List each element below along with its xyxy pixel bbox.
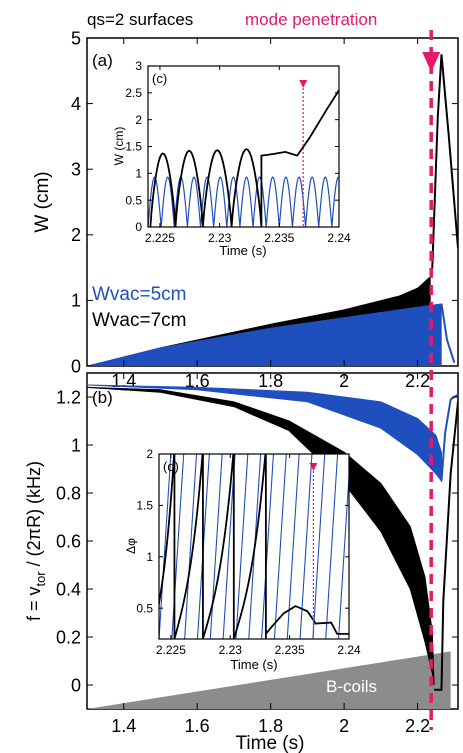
series-wvac5-band: [87, 384, 442, 483]
y-tick-label: 0.4: [56, 579, 81, 599]
y-tick-label: 0.2: [56, 627, 81, 647]
qs-surfaces-label: qs=2 surfaces: [87, 10, 193, 29]
x-tick-label: 2.235: [264, 231, 294, 245]
legend-wvac7: Wvac=7cm: [92, 310, 187, 331]
b-coils-ramp: [87, 651, 451, 709]
panel-c-ticks: 2.225 2.23 2.235 2.24 0 0.5 1 1.5 2 2.5 3: [125, 59, 351, 245]
series-wvac5-tail: [440, 393, 458, 482]
panel-a-label: (a): [92, 51, 113, 70]
b-coils-label: B-coils: [326, 677, 377, 696]
y-tick-label: 2: [71, 225, 81, 245]
y-tick-label: 1.5: [125, 140, 142, 154]
inset-c-wvac5-line: [148, 176, 339, 227]
panel-d-ylabel: Δφ: [124, 538, 138, 554]
x-tick-label: 1.6: [185, 716, 210, 736]
inset-c-marker-arrow: [299, 80, 308, 88]
panel-c-label: (c): [152, 71, 167, 86]
panel-d-inset: 2.225 2.23 2.235 2.24 0.5 1 1.5 2 (d) Δφ Time (…: [124, 447, 361, 672]
panel-c-xlabel: Time (s): [219, 243, 266, 258]
panel-d-ticks: 2.225 2.23 2.235 2.24 0.5 1 1.5 2: [136, 447, 361, 657]
x-tick-label: 2: [339, 371, 349, 391]
y-tick-label: 5: [71, 28, 81, 48]
ylabel-part: f = v: [24, 587, 44, 622]
inset-d-wvac7-line: [159, 454, 349, 639]
inset-c-wvac7-line: [149, 89, 339, 227]
panel-b-xlabel: Time (s): [236, 733, 305, 753]
y-tick-label: 1: [146, 550, 153, 564]
x-tick-label: 2.225: [156, 643, 186, 657]
x-tick-label: 2.2: [405, 371, 430, 391]
x-tick-label: 2.235: [275, 643, 305, 657]
x-tick-label: 2.24: [327, 231, 351, 245]
panel-a-ylabel: W (cm): [32, 171, 53, 232]
x-tick-label: 2.225: [145, 231, 175, 245]
y-tick-label: 1: [71, 435, 81, 455]
y-tick-label: 2.5: [125, 86, 142, 100]
panel-d-label: (d): [163, 459, 179, 474]
panel-b-label: (b): [92, 388, 113, 407]
ylabel-part: / (2πR) (kHz): [24, 461, 44, 571]
y-tick-label: 1.2: [56, 387, 81, 407]
y-tick-label: 3: [135, 59, 142, 73]
x-tick-label: 2.23: [219, 643, 243, 657]
ylabel-sub: tor: [33, 571, 48, 587]
x-tick-label: 1.8: [258, 716, 283, 736]
series-wvac7-tail: [434, 401, 458, 691]
y-tick-label: 4: [71, 94, 81, 114]
y-tick-label: 0: [71, 356, 81, 376]
legend-wvac5: Wvac=5cm: [92, 284, 187, 305]
y-tick-label: 2: [146, 447, 153, 461]
panel-c-ylabel: W (cm): [112, 127, 126, 166]
y-tick-label: 3: [71, 160, 81, 180]
panel-b-ticks: 1.4 1.6 1.8 2 2.2 0 0.2 0.4 0.6 0.8 1 1.2: [56, 373, 458, 736]
y-tick-label: 1.5: [136, 499, 153, 513]
panel-d-xlabel: Time (s): [230, 657, 277, 672]
panel-d-frame: [158, 453, 350, 640]
y-tick-label: 0.8: [56, 483, 81, 503]
series-wvac7-line: [429, 54, 458, 277]
x-tick-label: 1.4: [111, 716, 136, 736]
marker-arrowhead: [422, 52, 441, 72]
panel-b-ylabel: f = vtor / (2πR) (kHz): [24, 461, 48, 621]
y-tick-label: 0.5: [136, 601, 153, 615]
inset-d-marker-arrow: [309, 463, 318, 471]
x-tick-label: 1.8: [258, 371, 283, 391]
panel-c-background: [148, 66, 339, 227]
mode-penetration-marker: [299, 30, 441, 730]
panel-c-inset: 2.225 2.23 2.235 2.24 0 0.5 1 1.5 2 2.5 3 (c) W (c…: [112, 59, 351, 258]
y-tick-label: 0: [135, 220, 142, 234]
y-tick-label: 1: [135, 167, 142, 181]
x-tick-label: 1.6: [185, 371, 210, 391]
y-tick-label: 0: [71, 675, 81, 695]
y-tick-label: 0.5: [125, 193, 142, 207]
panel-d-marks: [159, 454, 349, 639]
x-tick-label: 2.2: [405, 716, 430, 736]
y-tick-label: 0.6: [56, 531, 81, 551]
x-tick-label: 2.23: [208, 231, 232, 245]
panel-c-marks: [148, 89, 339, 227]
x-tick-label: 2.24: [337, 643, 361, 657]
series-wvac5-envelope: [87, 303, 442, 366]
series-wvac5-line: [440, 303, 456, 364]
y-tick-label: 1: [71, 291, 81, 311]
mode-penetration-label: mode penetration: [245, 10, 377, 29]
x-tick-label: 2: [339, 716, 349, 736]
y-tick-label: 2: [135, 113, 142, 127]
